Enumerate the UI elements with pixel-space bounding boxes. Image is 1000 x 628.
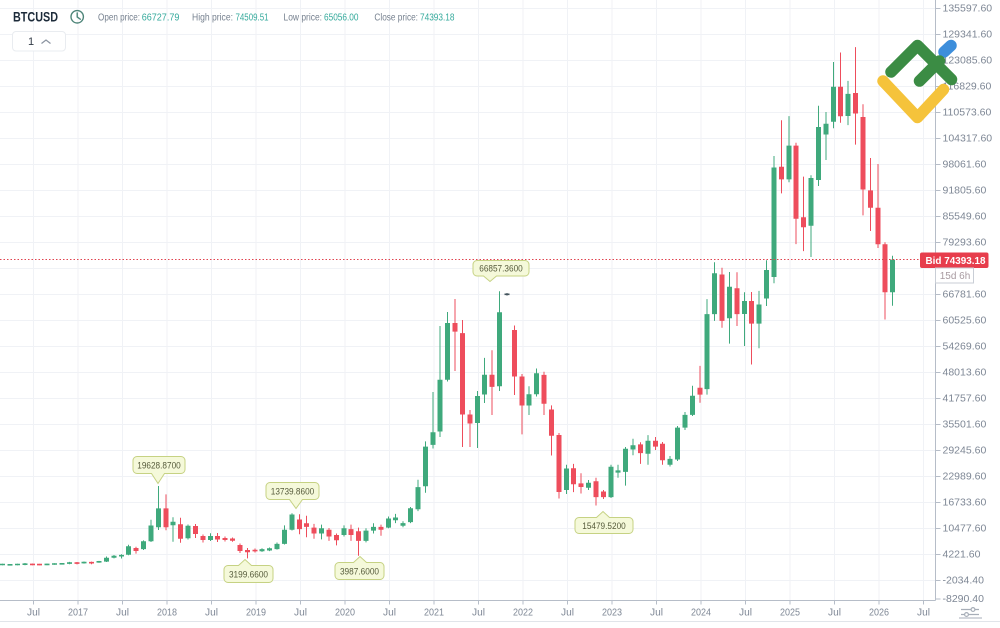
svg-text:2025: 2025 [780, 607, 800, 619]
svg-text:2018: 2018 [157, 607, 177, 619]
svg-text:16733.60: 16733.60 [943, 497, 987, 509]
svg-text:2026: 2026 [869, 607, 889, 619]
svg-text:Jul: Jul [383, 607, 396, 619]
svg-text:85549.60: 85549.60 [943, 211, 987, 223]
svg-text:Open price:: Open price: [98, 12, 140, 23]
svg-text:2022: 2022 [513, 607, 533, 619]
svg-text:74393.18: 74393.18 [420, 12, 455, 23]
svg-text:91805.60: 91805.60 [943, 185, 987, 197]
svg-text:Jul: Jul [116, 607, 129, 619]
svg-text:Jul: Jul [472, 607, 485, 619]
svg-text:2019: 2019 [246, 607, 266, 619]
svg-text:60525.60: 60525.60 [943, 315, 987, 327]
svg-text:54269.60: 54269.60 [943, 341, 987, 353]
svg-text:110573.60: 110573.60 [943, 107, 992, 119]
svg-text:104317.60: 104317.60 [943, 133, 993, 145]
svg-text:Jul: Jul [828, 607, 841, 619]
svg-text:High price:: High price: [192, 12, 233, 23]
svg-text:Low price:: Low price: [284, 12, 323, 23]
svg-text:22989.60: 22989.60 [943, 471, 987, 483]
svg-text:4221.60: 4221.60 [943, 549, 981, 561]
svg-text:Close price:: Close price: [374, 12, 418, 23]
svg-text:Jul: Jul [294, 607, 307, 619]
svg-text:123085.60: 123085.60 [943, 55, 993, 67]
svg-text:13739.8600: 13739.8600 [271, 486, 315, 497]
svg-text:2021: 2021 [424, 607, 444, 619]
svg-text:74509.51: 74509.51 [236, 12, 269, 23]
svg-text:135597.60: 135597.60 [943, 3, 993, 15]
svg-text:-2034.40: -2034.40 [943, 575, 985, 587]
svg-text:BTCUSD: BTCUSD [13, 10, 58, 25]
svg-text:15479.5200: 15479.5200 [582, 521, 626, 532]
svg-text:2017: 2017 [68, 607, 88, 619]
svg-text:35501.60: 35501.60 [943, 419, 987, 431]
svg-text:15d 6h: 15d 6h [940, 271, 971, 282]
svg-text:19628.8700: 19628.8700 [137, 460, 181, 471]
svg-text:3987.6000: 3987.6000 [340, 566, 379, 577]
svg-text:3199.6600: 3199.6600 [229, 569, 268, 580]
svg-text:Jul: Jul [27, 607, 40, 619]
svg-text:41757.60: 41757.60 [943, 393, 987, 405]
svg-text:79293.60: 79293.60 [943, 237, 987, 249]
svg-text:29245.60: 29245.60 [943, 445, 987, 457]
svg-text:Jul: Jul [561, 607, 574, 619]
svg-text:Jul: Jul [205, 607, 218, 619]
svg-text:2024: 2024 [691, 607, 711, 619]
svg-text:48013.60: 48013.60 [943, 367, 987, 379]
svg-text:1: 1 [28, 36, 34, 48]
svg-text:66857.3600: 66857.3600 [479, 264, 523, 275]
svg-text:Bid 74393.18: Bid 74393.18 [926, 255, 986, 267]
svg-text:10477.60: 10477.60 [943, 523, 987, 535]
svg-text:Jul: Jul [917, 607, 930, 619]
svg-text:2020: 2020 [335, 607, 355, 619]
svg-text:Jul: Jul [650, 607, 663, 619]
svg-text:98061.60: 98061.60 [943, 159, 987, 171]
svg-text:65056.00: 65056.00 [324, 12, 359, 23]
svg-text:2023: 2023 [602, 607, 622, 619]
svg-text:-8290.40: -8290.40 [943, 593, 985, 605]
svg-text:66781.60: 66781.60 [943, 289, 987, 301]
svg-text:66727.79: 66727.79 [142, 12, 180, 23]
svg-text:Jul: Jul [739, 607, 752, 619]
svg-text:129341.60: 129341.60 [943, 29, 993, 41]
